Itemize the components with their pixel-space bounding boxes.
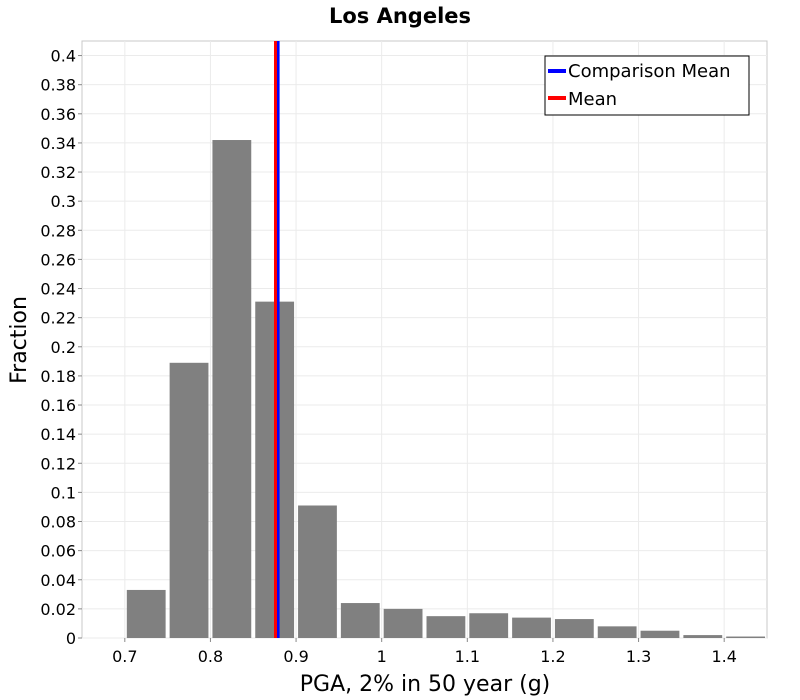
y-tick-label: 0.14 (40, 425, 76, 444)
histogram-bar (126, 589, 166, 638)
x-tick-label: 0.9 (283, 647, 308, 666)
legend-box (544, 55, 750, 116)
x-tick-label: 1.4 (711, 647, 736, 666)
y-tick-label: 0.16 (40, 396, 76, 415)
legend-label-comparison-mean: Comparison Mean (568, 61, 731, 82)
y-tick-label: 0.38 (40, 76, 76, 95)
y-tick-label: 0.24 (40, 280, 76, 299)
legend: Comparison Mean Mean (544, 55, 750, 116)
y-tick-label: 0.36 (40, 105, 76, 124)
y-tick-label: 0.34 (40, 134, 76, 153)
x-tick-label: 1 (377, 647, 387, 666)
y-tick-label: 0.12 (40, 454, 76, 473)
y-tick-label: 0.06 (40, 542, 76, 561)
histogram-bar (554, 619, 594, 638)
y-tick-label: 0 (66, 629, 76, 648)
y-tick-label: 0.1 (51, 483, 76, 502)
x-tick-label: 0.8 (198, 647, 223, 666)
histogram-bar (597, 626, 637, 638)
y-tick-label: 0.08 (40, 513, 76, 532)
y-tick-label: 0.04 (40, 571, 76, 590)
y-axis-label: Fraction (7, 296, 32, 384)
x-tick-label: 1.1 (455, 647, 480, 666)
y-tick-label: 0.4 (51, 47, 76, 66)
mean-lines-layer (274, 41, 280, 638)
legend-label-mean: Mean (568, 89, 617, 110)
histogram-bar (169, 362, 209, 638)
y-tick-label: 0.18 (40, 367, 76, 386)
histogram-bar (683, 635, 723, 638)
histogram-bar (426, 616, 466, 638)
y-tick-label: 0.26 (40, 250, 76, 269)
histogram-bar (469, 613, 509, 638)
chart-title: Los Angeles (329, 4, 471, 28)
histogram-bar (212, 140, 252, 638)
histogram-bar (383, 608, 423, 638)
y-tick-label: 0.32 (40, 163, 76, 182)
histogram-bar (298, 505, 337, 638)
x-tick-label: 1.3 (626, 647, 651, 666)
x-tick-label: 0.7 (112, 647, 137, 666)
y-ticks-layer: 0 0.02 0.04 0.06 0.08 0.1 0.12 0.14 0.16 0.18 0.2 0… (40, 47, 82, 648)
y-tick-label: 0.28 (40, 221, 76, 240)
y-tick-label: 0.22 (40, 309, 76, 328)
histogram-bar (640, 630, 680, 638)
y-tick-label: 0.2 (51, 338, 76, 357)
x-tick-label: 1.2 (540, 647, 565, 666)
y-tick-label: 0.3 (51, 192, 76, 211)
x-axis-label: PGA, 2% in 50 year (g) (300, 672, 551, 697)
histogram-bar (512, 617, 551, 638)
bars-layer (126, 140, 765, 638)
histogram-bar (726, 636, 765, 638)
y-tick-label: 0.02 (40, 600, 76, 619)
x-ticks-layer: 0.7 0.8 0.9 1 1.1 1.2 1.3 1.4 (112, 638, 737, 666)
histogram-bar (340, 603, 380, 638)
